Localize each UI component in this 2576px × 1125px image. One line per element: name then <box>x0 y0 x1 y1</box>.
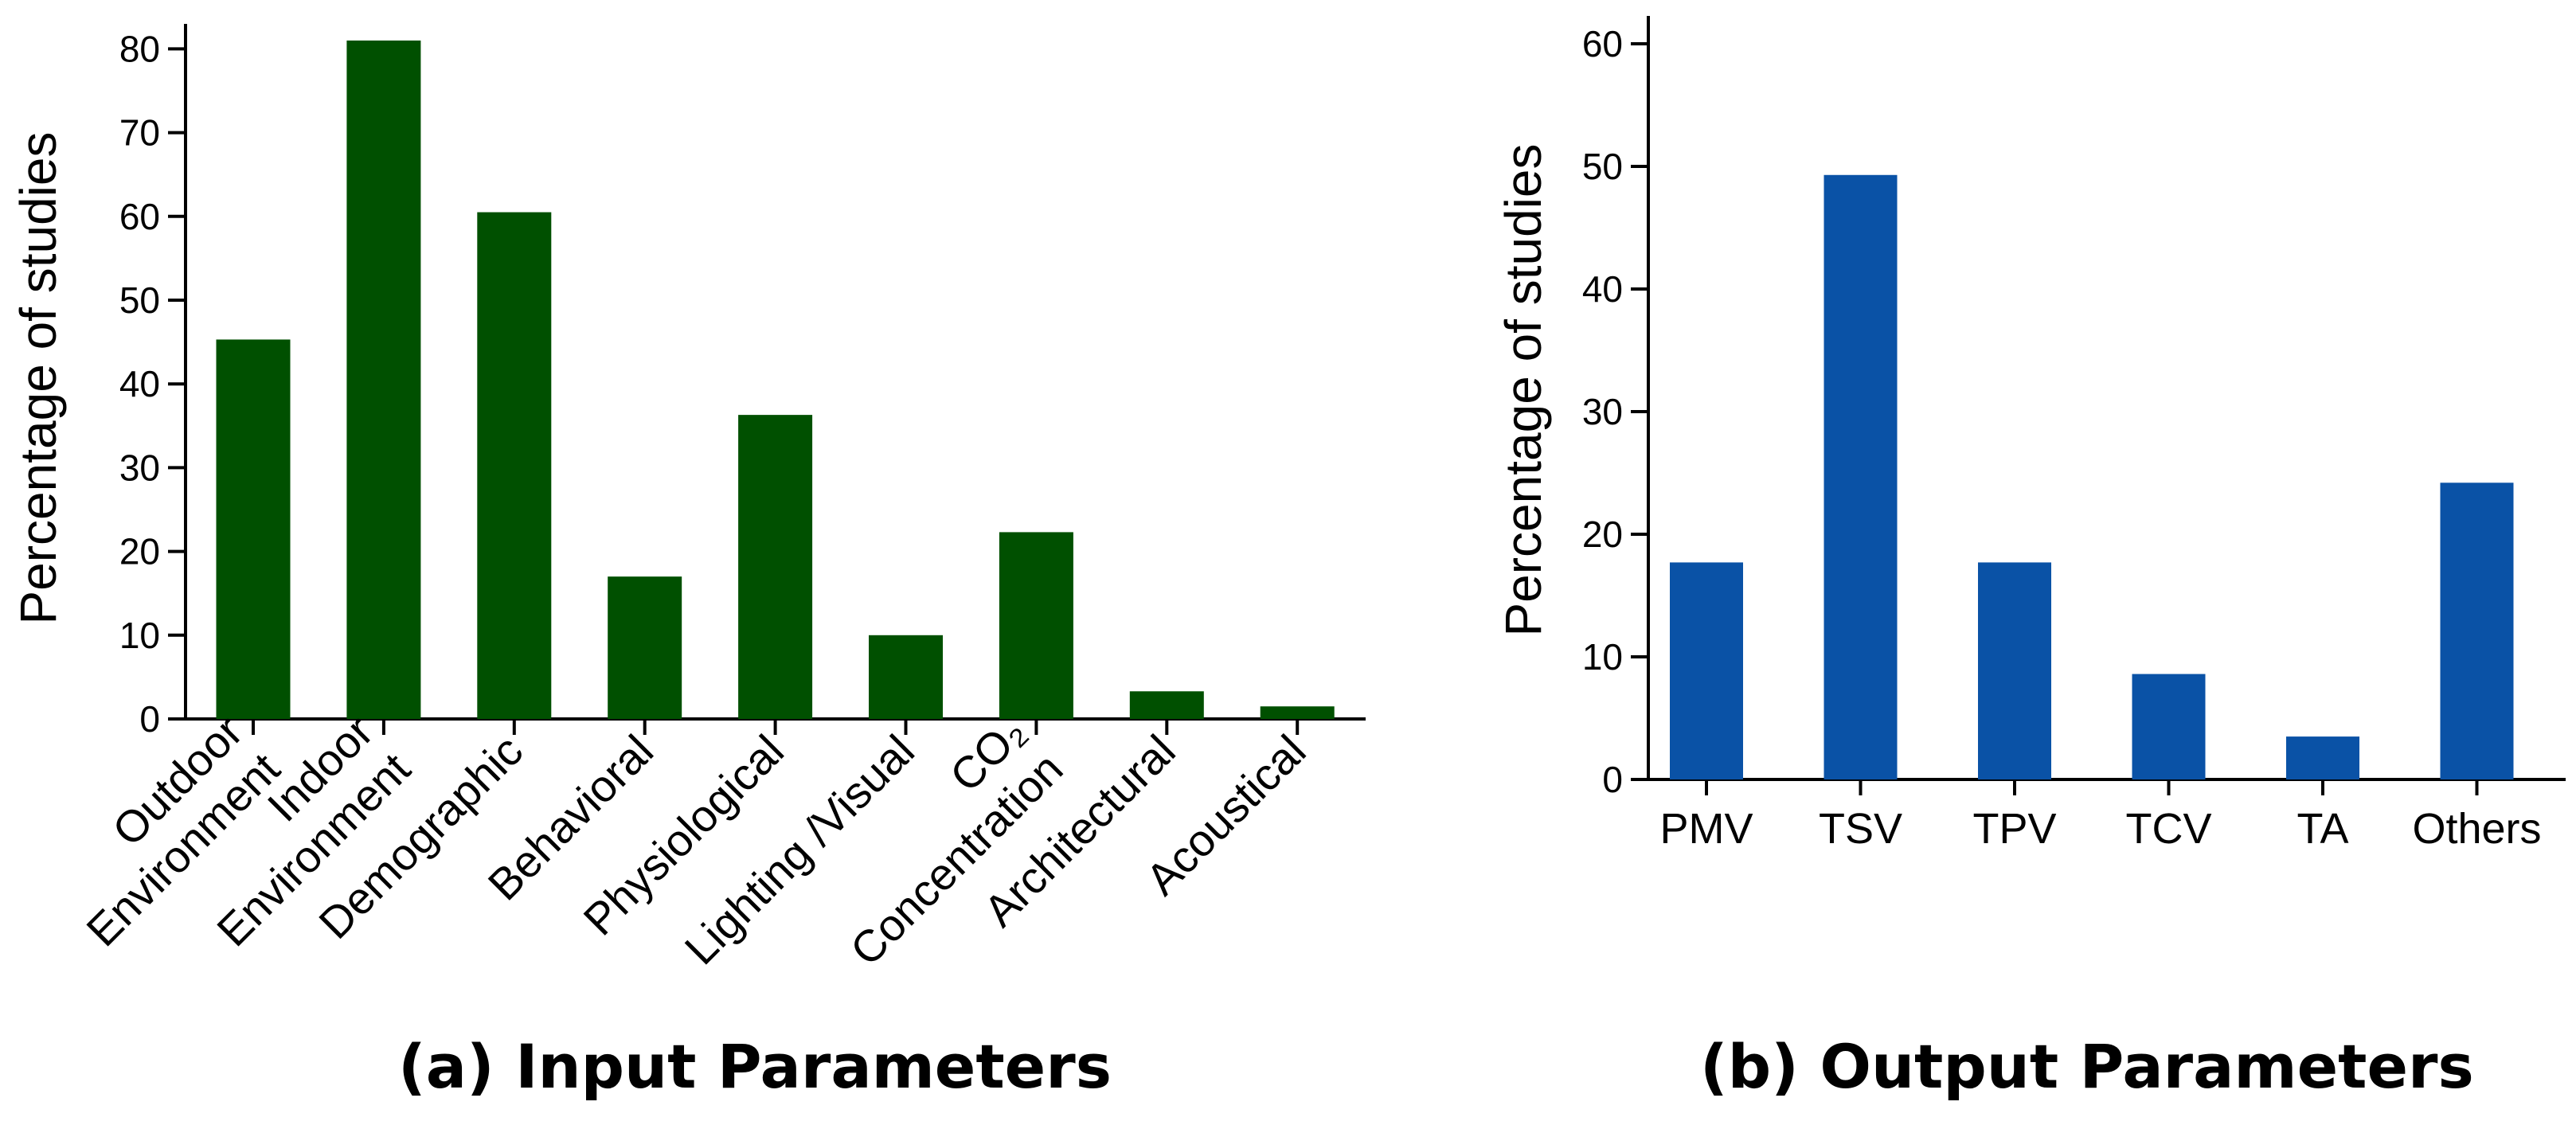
x-tick-label-b: TA <box>2297 805 2349 853</box>
y-tick-label-a: 0 <box>139 698 160 740</box>
bar-b <box>1824 174 1898 779</box>
bar-b <box>1670 562 1743 779</box>
bar-a <box>346 40 421 719</box>
y-tick-label-b: 10 <box>1582 636 1623 678</box>
y-tick-label-a: 40 <box>119 363 160 404</box>
bar-a <box>869 635 943 719</box>
y-tick-label-b: 30 <box>1582 391 1623 432</box>
x-tick-label-b: TPV <box>1972 805 2056 853</box>
y-tick-label-a: 10 <box>119 615 160 656</box>
bar-b <box>2132 674 2206 779</box>
bar-a <box>477 212 552 719</box>
bar-b <box>2440 482 2514 779</box>
y-tick-label-a: 50 <box>119 279 160 321</box>
y-tick-label-b: 50 <box>1582 146 1623 187</box>
y-tick-label-b: 20 <box>1582 514 1623 555</box>
y-tick-label-a: 60 <box>119 196 160 237</box>
y-tick-label-b: 60 <box>1582 23 1623 64</box>
x-tick-label-b: Others <box>2412 805 2541 853</box>
y-tick-label-b: 0 <box>1602 759 1623 800</box>
y-tick-label-a: 70 <box>119 112 160 154</box>
bar-b <box>2286 736 2359 779</box>
y-tick-label-a: 80 <box>119 28 160 69</box>
bar-a <box>999 532 1073 719</box>
y-axis-label-b: Percentage of studies <box>1495 143 1552 636</box>
chart-a-title: (a) Input Parameters <box>398 1031 1112 1102</box>
y-tick-label-b: 40 <box>1582 268 1623 310</box>
bar-a <box>1129 691 1204 719</box>
bar-a <box>738 415 813 719</box>
x-tick-label-b: TCV <box>2126 805 2212 853</box>
y-axis-label-a: Percentage of studies <box>10 131 67 624</box>
bar-a <box>216 339 291 719</box>
y-tick-label-a: 20 <box>119 531 160 572</box>
bar-b <box>1978 562 2051 779</box>
y-tick-label-a: 30 <box>119 447 160 488</box>
x-tick-label-b: TSV <box>1819 805 1902 853</box>
chart-b-title: (b) Output Parameters <box>1700 1031 2474 1102</box>
x-tick-label-b: PMV <box>1659 805 1753 853</box>
input-parameters-chart: Percentage of studies 01020304050607080O… <box>10 24 1366 975</box>
bar-a <box>1260 706 1335 719</box>
output-parameters-chart: Percentage of studies 0 10 20 30 40 50 60 PMV TS… <box>1495 16 2566 853</box>
bar-a <box>608 576 682 719</box>
